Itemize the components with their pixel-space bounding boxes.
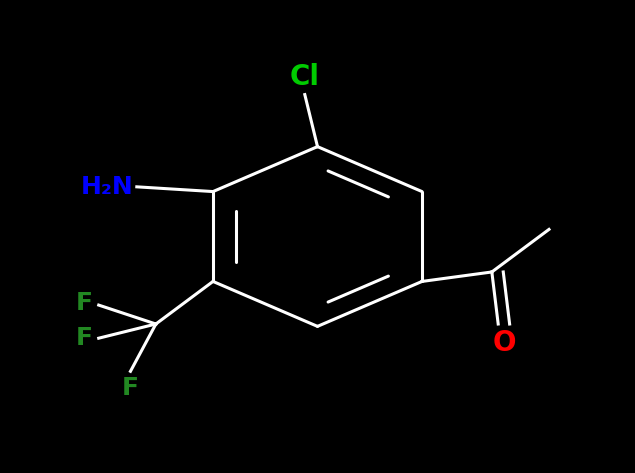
Text: H₂N: H₂N xyxy=(81,175,133,199)
Text: F: F xyxy=(76,291,92,315)
Text: F: F xyxy=(76,326,92,350)
Text: F: F xyxy=(122,376,139,400)
Text: O: O xyxy=(492,329,516,357)
Text: Cl: Cl xyxy=(290,63,320,91)
